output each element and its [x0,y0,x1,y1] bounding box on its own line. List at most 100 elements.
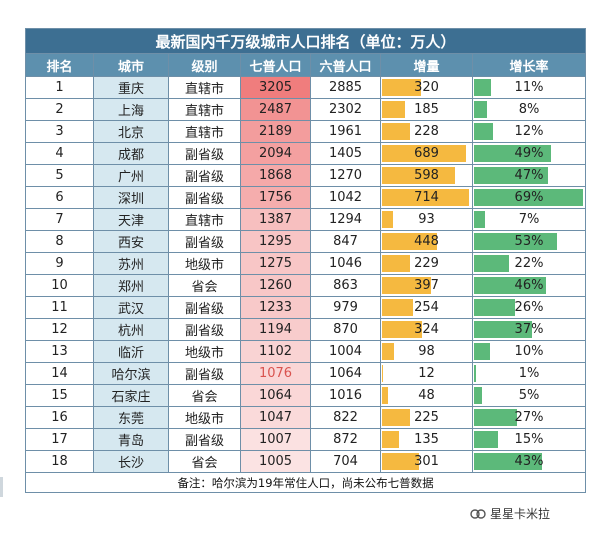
cell-level: 副省级 [168,296,241,319]
cell-rank: 2 [25,98,94,121]
increase-bar [382,211,394,228]
cell-city: 长沙 [93,450,169,473]
growth-rate-bar [474,299,515,316]
increase-bar [382,255,411,272]
cell-census7: 1260 [240,274,311,297]
cell-census7: 1064 [240,384,311,407]
growth-rate-value: 27% [514,410,544,425]
cell-level: 省会 [168,274,241,297]
cell-census7: 1295 [240,230,311,253]
cell-census6: 1046 [310,252,381,275]
cell-level: 直辖市 [168,98,241,121]
header-census7: 七普人口 [240,53,311,77]
growth-rate-value: 1% [518,366,540,381]
table-row: 4 成都 副省级 2094 1405 689 49% [25,142,587,165]
cell-increase: 225 [380,406,473,429]
growth-rate-value: 22% [514,256,544,271]
cell-rank: 15 [25,384,94,407]
increase-bar [382,409,410,426]
increase-bar [382,189,470,206]
increase-value: 598 [414,168,439,183]
cell-city: 临沂 [93,340,169,363]
growth-rate-bar [474,211,486,228]
cell-rank: 6 [25,186,94,209]
cell-increase: 448 [380,230,473,253]
table-row: 12 杭州 副省级 1194 870 324 37% [25,318,587,341]
cell-rank: 7 [25,208,94,231]
wechat-official-account-icon [470,508,486,520]
header-level: 级别 [168,53,241,77]
cell-growth-rate: 26% [471,296,587,319]
growth-rate-value: 46% [514,278,544,293]
growth-rate-bar [474,431,498,448]
cell-increase: 185 [380,98,473,121]
cell-census6: 1294 [310,208,381,231]
growth-rate-value: 43% [514,454,544,469]
growth-rate-bar [474,167,548,184]
table-body: 1 重庆 直辖市 3205 2885 320 11% 2 上海 直辖市 2487 2302 185 8% 3… [25,76,587,473]
increase-bar [382,343,394,360]
growth-rate-bar [474,277,547,294]
growth-rate-bar [474,255,509,272]
increase-bar [382,123,410,140]
cell-census6: 1004 [310,340,381,363]
cell-growth-rate: 11% [471,76,587,99]
cell-increase: 135 [380,428,473,451]
table-row: 3 北京 直辖市 2189 1961 228 12% [25,120,587,143]
increase-bar [382,145,467,162]
cell-growth-rate: 7% [471,208,587,231]
cell-level: 副省级 [168,318,241,341]
cell-rank: 5 [25,164,94,187]
population-ranking-table: 最新国内千万级城市人口排名（单位：万人） 排名 城市 级别 七普人口 六普人口 … [24,28,587,493]
cell-rank: 12 [25,318,94,341]
cell-city: 天津 [93,208,169,231]
growth-rate-value: 37% [514,322,544,337]
cell-census7: 3205 [240,76,311,99]
cell-census7: 1756 [240,186,311,209]
increase-value: 320 [414,80,439,95]
increase-value: 448 [414,234,439,249]
cell-increase: 229 [380,252,473,275]
cell-level: 省会 [168,450,241,473]
cell-rank: 14 [25,362,94,385]
cell-level: 副省级 [168,230,241,253]
growth-rate-bar [474,343,490,360]
cell-census7: 1102 [240,340,311,363]
cell-rank: 11 [25,296,94,319]
cell-census7: 1007 [240,428,311,451]
table-row: 18 长沙 省会 1005 704 301 43% [25,450,587,473]
growth-rate-bar [474,145,552,162]
cell-census7: 1233 [240,296,311,319]
increase-value: 689 [414,146,439,161]
cell-census6: 2302 [310,98,381,121]
table-row: 7 天津 直辖市 1387 1294 93 7% [25,208,587,231]
cell-city: 北京 [93,120,169,143]
increase-bar [382,167,456,184]
watermark: 星星卡米拉 [470,505,550,522]
cell-rank: 4 [25,142,94,165]
increase-bar [382,101,405,118]
table-row: 8 西安 副省级 1295 847 448 53% [25,230,587,253]
cell-city: 哈尔滨 [93,362,169,385]
cell-rank: 1 [25,76,94,99]
cell-level: 直辖市 [168,76,241,99]
cell-census6: 1961 [310,120,381,143]
increase-bar [382,233,437,250]
cell-city: 苏州 [93,252,169,275]
increase-value: 228 [414,124,439,139]
cell-level: 省会 [168,384,241,407]
cell-census6: 1042 [310,186,381,209]
growth-rate-bar [474,409,517,426]
cell-level: 副省级 [168,164,241,187]
cell-city: 上海 [93,98,169,121]
growth-rate-bar [474,387,482,404]
header-growth-rate: 增长率 [471,53,587,77]
table-row: 5 广州 副省级 1868 1270 598 47% [25,164,587,187]
cell-level: 副省级 [168,428,241,451]
cell-level: 直辖市 [168,120,241,143]
cell-rank: 10 [25,274,94,297]
growth-rate-value: 69% [514,190,544,205]
growth-rate-value: 26% [514,300,544,315]
cell-census6: 870 [310,318,381,341]
increase-value: 324 [414,322,439,337]
